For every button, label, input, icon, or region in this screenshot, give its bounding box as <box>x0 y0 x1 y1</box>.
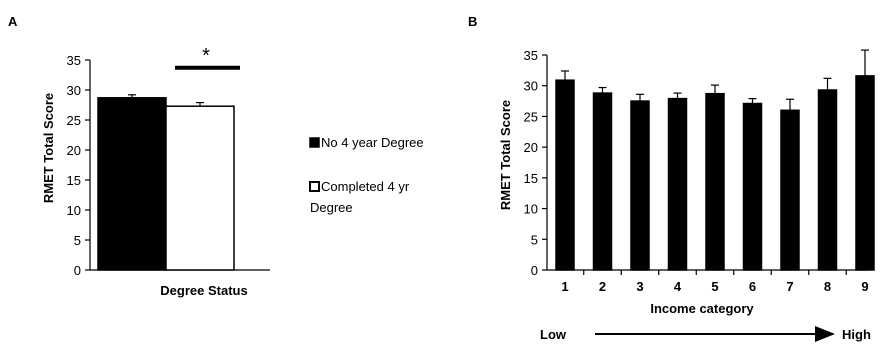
panel-b-y-tick-label: 0 <box>531 263 538 278</box>
panel-a-y-tick-label: 25 <box>67 113 81 128</box>
panel-b-y-tick-label: 35 <box>524 48 538 63</box>
panel-a-y-tick-label: 5 <box>74 233 81 248</box>
panel-b-y-tick-label: 20 <box>524 140 538 155</box>
panel-b-bar <box>667 97 688 271</box>
significance-star: * <box>202 45 210 67</box>
panel-b-y-tick-label: 25 <box>524 109 538 124</box>
panel-a-y-tick-label: 20 <box>67 143 81 158</box>
legend-swatch-no-degree <box>309 137 320 148</box>
panel-a-y-tick-label: 30 <box>67 83 81 98</box>
panel-b-x-tick-label: 1 <box>561 279 568 294</box>
panel-b-bar <box>705 92 725 271</box>
panel-b-x-tick-label: 5 <box>711 279 718 294</box>
panel-a-letter: A <box>8 14 18 29</box>
panel-b-x-tick-label: 8 <box>824 279 831 294</box>
legend-label-no-degree: No 4 year Degree <box>321 135 424 150</box>
panel-a-ylabel: RMET Total Score <box>41 93 56 203</box>
panel-b-y-tick-label: 10 <box>524 202 538 217</box>
panel-b-x-tick-label: 7 <box>786 279 793 294</box>
panel-b-bar <box>742 102 763 271</box>
panel-b-y-tick-label: 30 <box>524 79 538 94</box>
panel-a-y-tick-label: 35 <box>67 53 81 68</box>
arrow-label-low: Low <box>540 327 567 342</box>
panel-a-y-tick-label: 15 <box>67 173 81 188</box>
panel-b-y-tick-label: 5 <box>531 232 538 247</box>
panel-b-bar <box>592 92 613 271</box>
panel-b-x-tick-label: 3 <box>636 279 643 294</box>
panel-b-bar <box>630 100 650 271</box>
panel-b-x-tick-label: 6 <box>749 279 756 294</box>
panel-a-y-tick-label: 0 <box>74 263 81 278</box>
panel-b-bar <box>780 109 800 271</box>
legend-swatch-completed-degree <box>309 181 320 192</box>
panel-b-x-tick-label: 9 <box>861 279 868 294</box>
panel-a-bar <box>97 97 167 271</box>
panel-b-letter: B <box>468 14 477 29</box>
panel-b-bar <box>855 75 875 271</box>
panel-a-bar <box>165 105 235 271</box>
panel-b-ylabel: RMET Total Score <box>498 100 513 210</box>
panel-b-bar <box>817 89 838 271</box>
panel-b-bar <box>555 79 575 271</box>
legend-label-completed-degree-line1: Completed 4 yr <box>321 179 410 194</box>
panel-b-xlabel: Income category <box>650 301 754 316</box>
legend-label-completed-degree-line2: Degree <box>310 200 353 215</box>
panel-b-y-tick-label: 15 <box>524 171 538 186</box>
panel-b-x-tick-label: 2 <box>599 279 606 294</box>
panel-b-x-tick-label: 4 <box>674 279 682 294</box>
arrow-label-high: High <box>842 327 871 342</box>
panel-a-y-tick-label: 10 <box>67 203 81 218</box>
panel-a-xlabel: Degree Status <box>160 283 247 298</box>
